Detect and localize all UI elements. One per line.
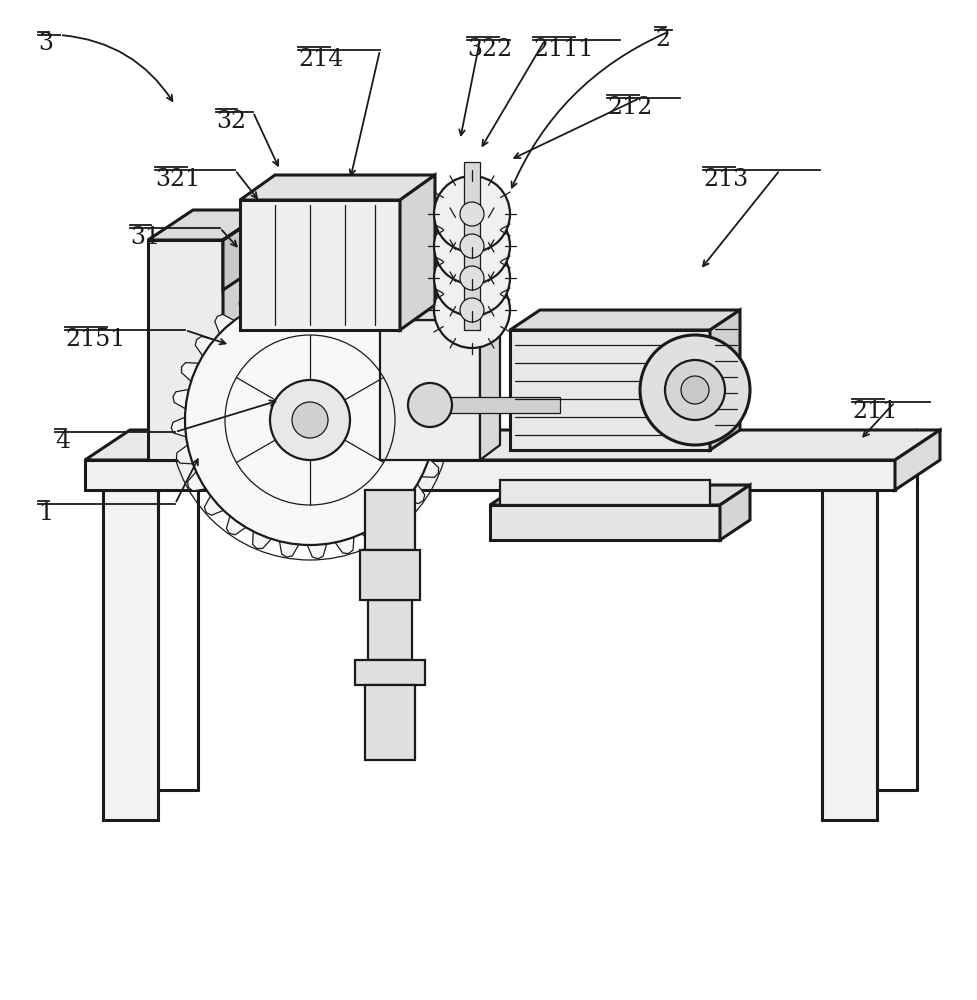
Polygon shape (227, 516, 246, 535)
Polygon shape (361, 524, 381, 542)
Circle shape (185, 295, 435, 545)
Polygon shape (427, 376, 444, 395)
Text: 1: 1 (38, 502, 53, 525)
Polygon shape (177, 445, 193, 464)
Bar (822, 490, 877, 820)
Text: 2111: 2111 (533, 38, 593, 61)
Bar (240, 200, 400, 330)
Circle shape (460, 234, 484, 258)
Polygon shape (223, 210, 268, 460)
Circle shape (460, 202, 484, 226)
Polygon shape (431, 431, 447, 451)
Polygon shape (490, 485, 750, 505)
Circle shape (292, 402, 328, 438)
Polygon shape (253, 531, 272, 549)
Text: 212: 212 (607, 96, 653, 119)
Circle shape (434, 272, 510, 348)
Text: 214: 214 (298, 48, 343, 71)
Circle shape (434, 208, 510, 284)
Polygon shape (85, 430, 940, 460)
Polygon shape (434, 403, 448, 423)
Polygon shape (195, 336, 214, 356)
Polygon shape (204, 496, 224, 515)
Polygon shape (239, 298, 258, 316)
Bar (85, 460, 895, 490)
Polygon shape (223, 210, 288, 240)
Polygon shape (374, 305, 394, 324)
Text: 321: 321 (155, 168, 200, 191)
Polygon shape (293, 281, 313, 296)
Text: 32: 32 (216, 110, 246, 133)
Polygon shape (406, 484, 425, 504)
Polygon shape (215, 314, 234, 334)
Bar (365, 490, 415, 550)
Bar (500, 480, 710, 505)
Bar (420, 397, 560, 413)
Text: 211: 211 (852, 400, 898, 423)
Circle shape (434, 240, 510, 316)
Text: 322: 322 (467, 38, 512, 61)
Circle shape (270, 380, 350, 460)
Text: 213: 213 (703, 168, 748, 191)
Bar (148, 240, 223, 460)
Polygon shape (279, 541, 299, 557)
Text: 4: 4 (55, 430, 70, 453)
Text: 31: 31 (130, 226, 160, 249)
Polygon shape (380, 305, 500, 320)
Circle shape (408, 383, 452, 427)
Bar (360, 550, 420, 600)
Polygon shape (397, 325, 415, 344)
Circle shape (460, 266, 484, 290)
Polygon shape (266, 286, 285, 303)
Polygon shape (414, 349, 433, 368)
Text: 2: 2 (655, 28, 670, 51)
Circle shape (640, 335, 750, 445)
Polygon shape (173, 389, 189, 409)
Polygon shape (400, 175, 435, 330)
Bar (464, 162, 480, 330)
Circle shape (681, 376, 709, 404)
Polygon shape (349, 291, 367, 309)
Polygon shape (480, 305, 500, 460)
Polygon shape (321, 283, 341, 299)
Polygon shape (188, 472, 206, 491)
Polygon shape (223, 220, 253, 290)
Polygon shape (240, 175, 435, 200)
Bar (368, 600, 412, 660)
Polygon shape (148, 210, 268, 240)
Text: 3: 3 (38, 32, 53, 55)
Circle shape (434, 176, 510, 252)
Polygon shape (510, 310, 740, 330)
Polygon shape (182, 363, 198, 381)
Polygon shape (335, 537, 354, 554)
Bar (365, 685, 415, 760)
Bar (355, 660, 425, 685)
Text: 2151: 2151 (65, 328, 125, 351)
Circle shape (665, 360, 725, 420)
Polygon shape (710, 310, 740, 450)
Circle shape (460, 298, 484, 322)
Polygon shape (720, 485, 750, 540)
Polygon shape (386, 506, 405, 526)
Polygon shape (421, 459, 439, 477)
Polygon shape (895, 430, 940, 490)
Polygon shape (171, 417, 187, 437)
Polygon shape (307, 544, 326, 559)
Bar (380, 320, 480, 460)
Bar (490, 505, 720, 540)
Bar (103, 490, 158, 820)
Bar (510, 330, 710, 450)
